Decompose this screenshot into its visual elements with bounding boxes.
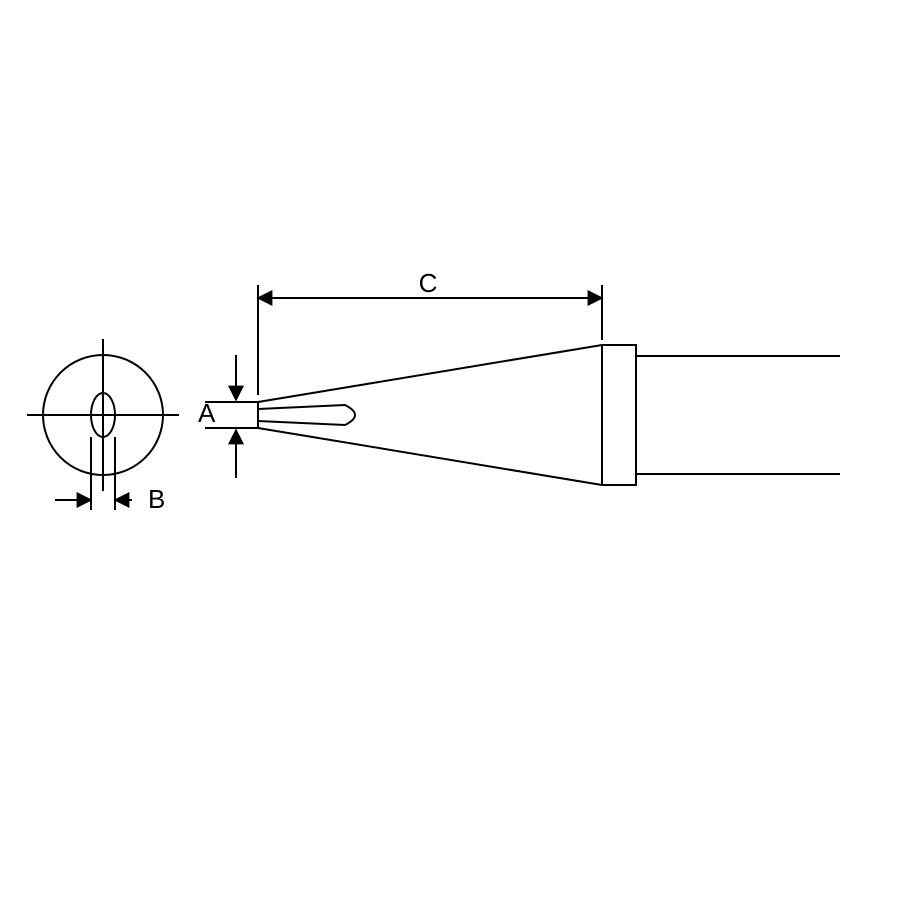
side-view: A C xyxy=(198,268,840,485)
dimension-label-a: A xyxy=(198,398,216,428)
dimension-label-b: B xyxy=(148,484,165,514)
technical-drawing: B A C xyxy=(0,0,900,900)
dimension-label-c: C xyxy=(419,268,438,298)
end-view: B xyxy=(27,339,179,514)
